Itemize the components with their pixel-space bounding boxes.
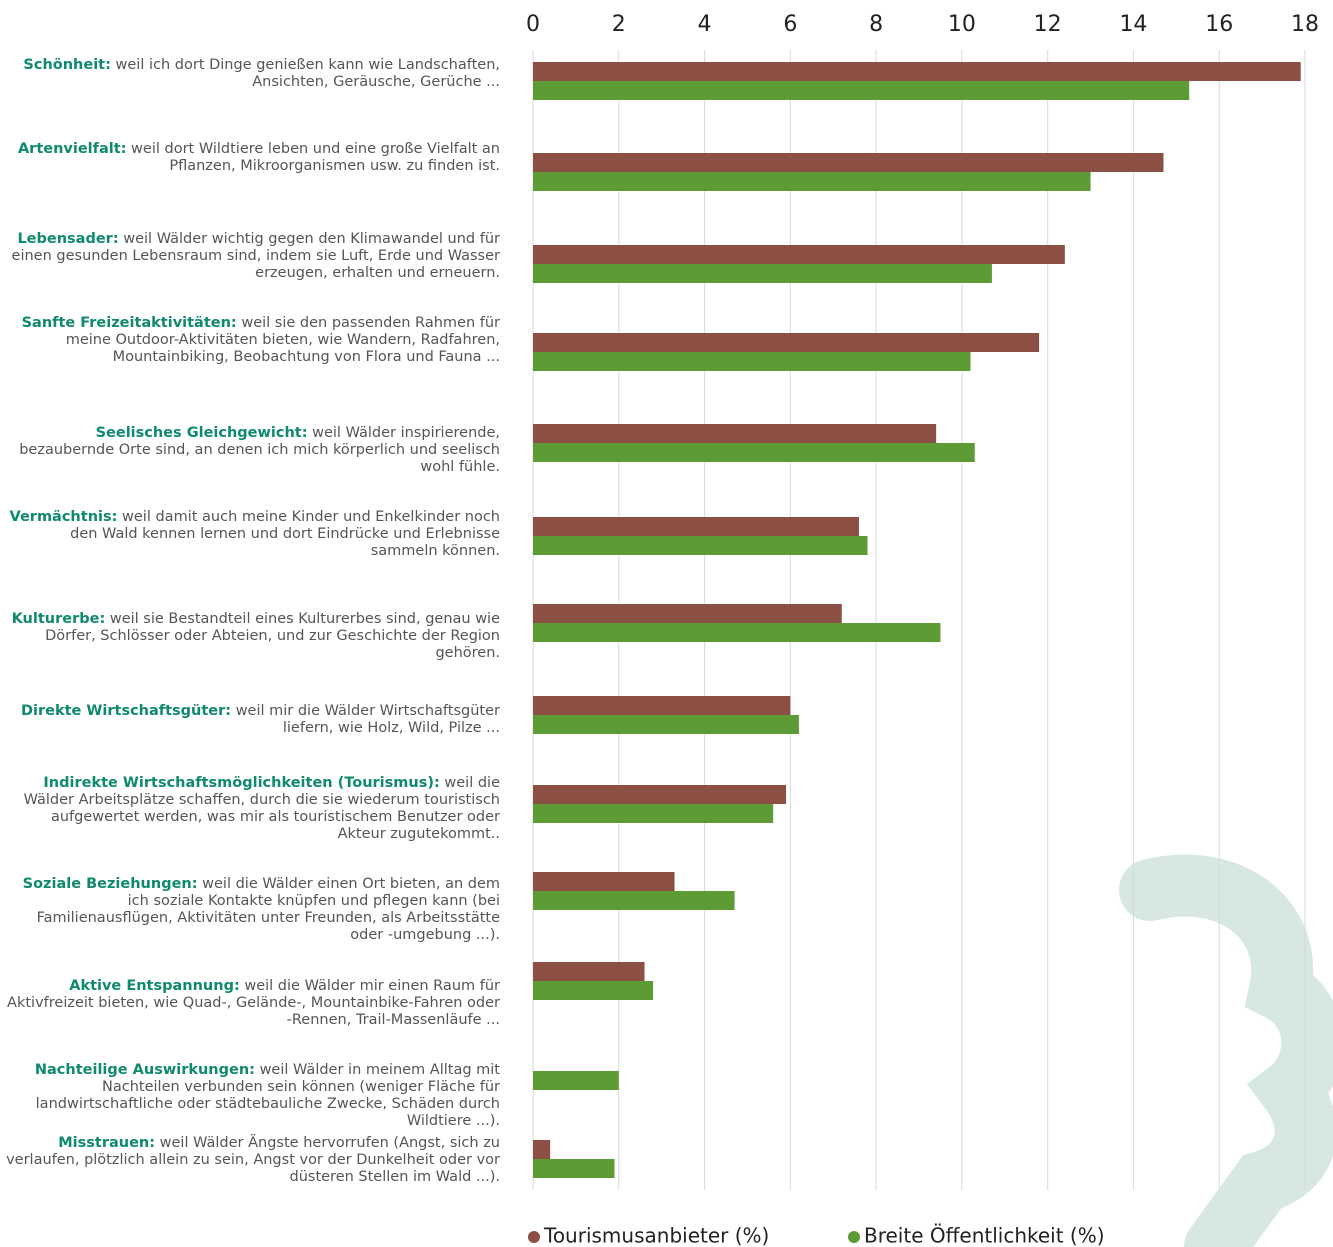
- bar: [533, 245, 1065, 264]
- category-description: weil die Wälder einen Ort bieten, an dem…: [36, 876, 500, 943]
- bar: [533, 153, 1164, 172]
- bar: [533, 424, 937, 443]
- bar: [533, 536, 868, 555]
- category-label: Artenvielfalt: weil dort Wildtiere leben…: [4, 141, 500, 175]
- category-title: Soziale Beziehungen:: [22, 876, 198, 892]
- bar: [533, 1140, 551, 1159]
- legend-label: Tourismusanbieter (%): [543, 1224, 769, 1247]
- bar: [533, 623, 941, 642]
- bar: [533, 785, 787, 804]
- x-tick-label: 16: [1205, 12, 1233, 37]
- category-description: weil ich dort Dinge genießen kann wie La…: [115, 57, 500, 90]
- bar: [533, 872, 675, 891]
- category-description: weil damit auch meine Kinder und Enkelki…: [70, 509, 500, 559]
- category-description: weil Wälder Ängste hervorrufen (Angst, s…: [6, 1135, 500, 1185]
- x-tick-label: 4: [698, 12, 712, 37]
- category-label: Soziale Beziehungen: weil die Wälder ein…: [4, 876, 500, 944]
- bar: [533, 891, 735, 910]
- bar: [533, 1159, 615, 1178]
- bar: [533, 62, 1301, 81]
- bar: [533, 962, 645, 981]
- bar: [533, 604, 842, 623]
- legend-marker: [528, 1231, 540, 1243]
- category-label: Direkte Wirtschaftsgüter: weil mir die W…: [4, 703, 500, 737]
- x-tick-label: 0: [526, 12, 540, 37]
- bar: [533, 333, 1040, 352]
- bar: [533, 981, 654, 1000]
- category-title: Sanfte Freizeitaktivitäten:: [21, 315, 237, 331]
- category-title: Misstrauen:: [58, 1135, 156, 1151]
- category-title: Aktive Entspannung:: [69, 978, 240, 994]
- category-label: Kulturerbe: weil sie Bestandteil eines K…: [4, 611, 500, 662]
- decoration: [1119, 854, 1333, 1247]
- category-label: Nachteilige Auswirkungen: weil Wälder in…: [4, 1062, 500, 1130]
- category-label: Seelisches Gleichgewicht: weil Wälder in…: [4, 425, 500, 476]
- category-label: Schönheit: weil ich dort Dinge genießen …: [4, 57, 500, 91]
- category-title: Kulturerbe:: [11, 611, 106, 627]
- bar: [533, 1071, 619, 1090]
- bar: [533, 81, 1190, 100]
- category-title: Seelisches Gleichgewicht:: [95, 425, 308, 441]
- legend-label: Breite Öffentlichkeit (%): [864, 1224, 1105, 1247]
- legend-marker: [848, 1231, 860, 1243]
- x-tick-label: 12: [1034, 12, 1062, 37]
- category-description: weil die Wälder Arbeitsplätze schaffen, …: [23, 775, 500, 842]
- x-tick-label: 18: [1291, 12, 1319, 37]
- category-description: weil sie Bestandteil eines Kulturerbes s…: [45, 611, 500, 661]
- x-tick-label: 14: [1119, 12, 1147, 37]
- category-description: weil Wälder inspirierende, bezaubernde O…: [19, 425, 500, 475]
- bar: [533, 443, 975, 462]
- bar: [533, 352, 971, 371]
- category-title: Nachteilige Auswirkungen:: [34, 1062, 255, 1078]
- bar: [533, 715, 799, 734]
- category-title: Direkte Wirtschaftsgüter:: [20, 703, 232, 719]
- category-description: weil Wälder wichtig gegen den Klimawande…: [11, 231, 500, 281]
- category-description: weil Wälder in meinem Alltag mit Nachtei…: [35, 1062, 500, 1129]
- bar: [533, 172, 1091, 191]
- category-title: Artenvielfalt:: [17, 141, 127, 157]
- category-description: weil mir die Wälder Wirtschaftsgüter lie…: [235, 703, 500, 736]
- category-label: Sanfte Freizeitaktivitäten: weil sie den…: [4, 315, 500, 366]
- bar: [533, 517, 859, 536]
- category-title: Vermächtnis:: [9, 509, 118, 525]
- category-label: Vermächtnis: weil damit auch meine Kinde…: [4, 509, 500, 560]
- category-description: weil sie den passenden Rahmen für meine …: [65, 315, 500, 365]
- category-description: weil die Wälder mir einen Raum für Aktiv…: [7, 978, 500, 1028]
- category-title: Indirekte Wirtschaftsmöglichkeiten (Tour…: [43, 775, 440, 791]
- bar: [533, 696, 791, 715]
- category-label: Indirekte Wirtschaftsmöglichkeiten (Tour…: [4, 775, 500, 843]
- category-label: Aktive Entspannung: weil die Wälder mir …: [4, 978, 500, 1029]
- x-tick-label: 10: [948, 12, 976, 37]
- category-label: Misstrauen: weil Wälder Ängste hervorruf…: [4, 1135, 500, 1186]
- bar: [533, 804, 774, 823]
- category-description: weil dort Wildtiere leben und eine große…: [131, 141, 500, 174]
- category-label: Lebensader: weil Wälder wichtig gegen de…: [4, 231, 500, 282]
- x-tick-label: 2: [612, 12, 626, 37]
- x-tick-label: 8: [869, 12, 883, 37]
- category-title: Lebensader:: [17, 231, 119, 247]
- x-tick-label: 6: [783, 12, 797, 37]
- category-title: Schönheit:: [23, 57, 111, 73]
- bar: [533, 264, 992, 283]
